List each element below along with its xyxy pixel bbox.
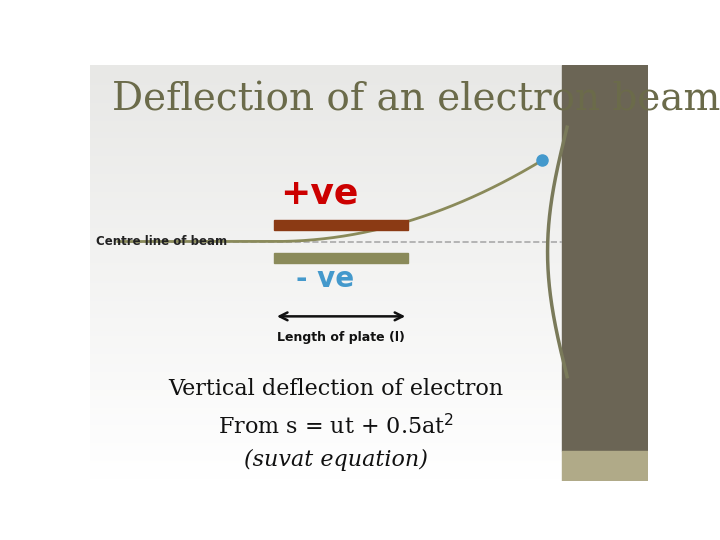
Text: Centre line of beam: Centre line of beam	[96, 235, 227, 248]
Text: Vertical deflection of electron: Vertical deflection of electron	[168, 378, 503, 400]
Bar	[562, 451, 648, 481]
Text: Deflection of an electron beam: Deflection of an electron beam	[112, 82, 720, 118]
Text: - ve: - ve	[297, 266, 354, 294]
Bar	[274, 253, 408, 264]
Bar	[274, 220, 408, 230]
Text: +ve: +ve	[280, 177, 358, 210]
Text: (suvat equation): (suvat equation)	[243, 449, 428, 471]
Bar	[562, 65, 648, 451]
Text: Length of plate (l): Length of plate (l)	[277, 331, 405, 344]
Text: From s = ut + 0.5at$^2$: From s = ut + 0.5at$^2$	[217, 414, 454, 439]
